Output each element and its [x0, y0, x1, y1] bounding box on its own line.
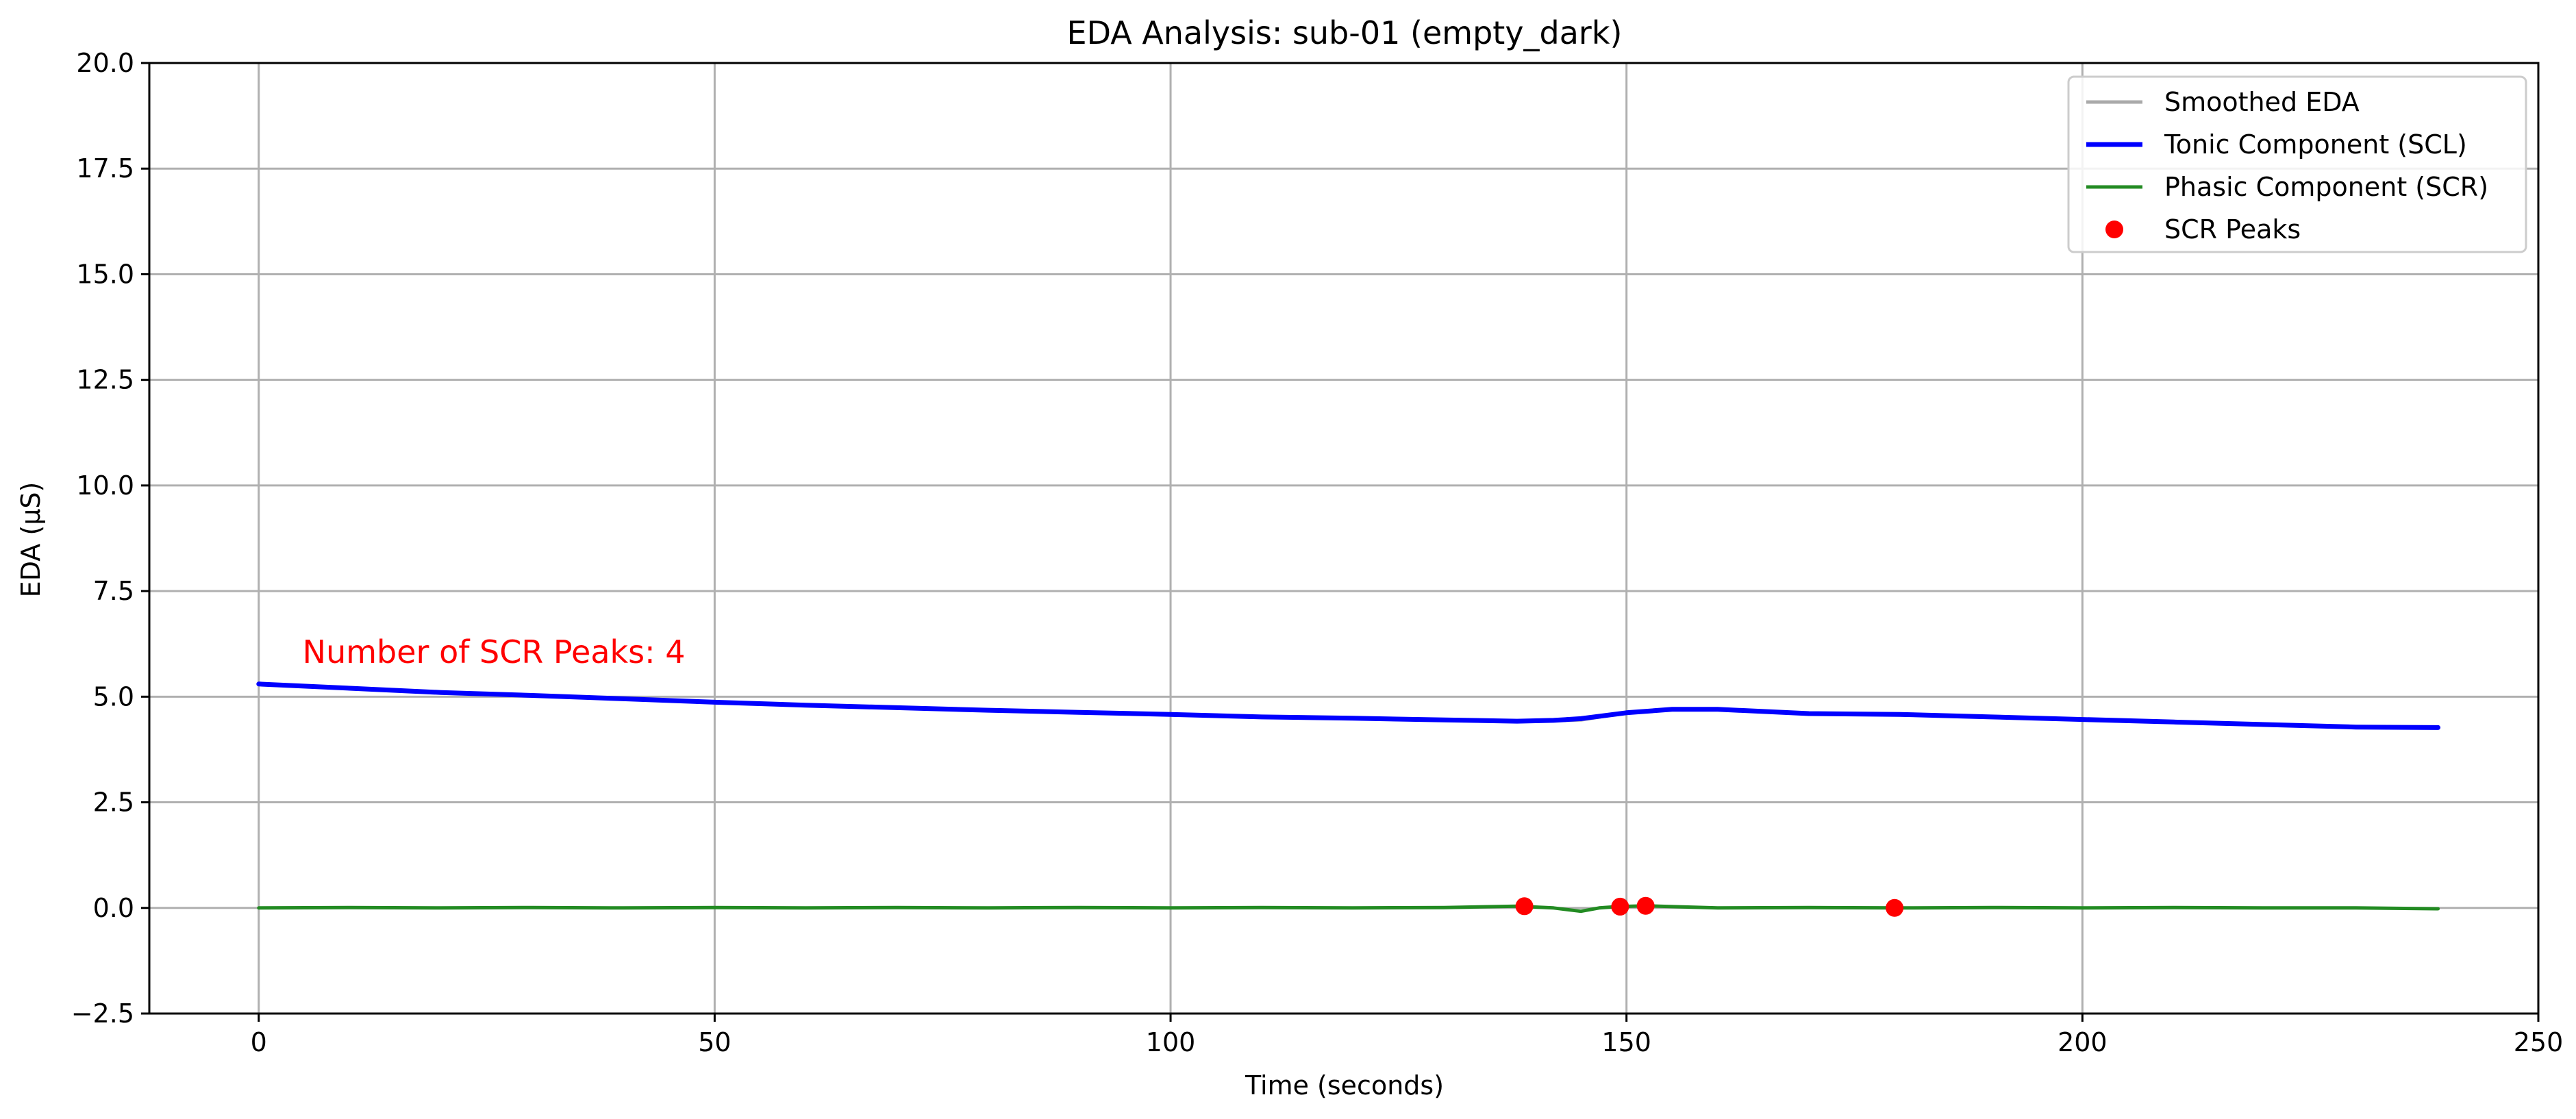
y-tick-label: 5.0 [93, 681, 134, 712]
y-tick-label: 15.0 [76, 259, 134, 289]
legend-label: Phasic Component (SCR) [2164, 172, 2488, 202]
x-tick-label: 0 [251, 1027, 267, 1057]
y-tick-label: 0.0 [93, 893, 134, 923]
y-tick-label: 10.0 [76, 470, 134, 501]
legend-item-scr-peaks: SCR Peaks [2105, 214, 2301, 244]
y-tick-label: 12.5 [76, 365, 134, 395]
legend-label: SCR Peaks [2164, 214, 2301, 244]
y-tick-label: 17.5 [76, 153, 134, 184]
y-tick-label: −2.5 [71, 998, 134, 1029]
chart-title: EDA Analysis: sub-01 (empty_dark) [1067, 14, 1623, 51]
legend-label: Smoothed EDA [2164, 87, 2360, 117]
legend-label: Tonic Component (SCL) [2164, 129, 2467, 160]
legend-item-phasic: Phasic Component (SCR) [2086, 172, 2488, 202]
scr-peak-marker [1611, 897, 1629, 916]
tonic-component-line [256, 681, 2441, 730]
legend: Smoothed EDA Tonic Component (SCL) Phasic … [2067, 75, 2527, 253]
y-axis-title: EDA (µS) [16, 482, 46, 598]
axes: 0 50 100 150 200 250 −2.5 0.0 2.5 5.0 7.5 10.0 12.5 1… [71, 48, 2564, 1057]
legend-item-tonic: Tonic Component (SCL) [2086, 129, 2467, 160]
x-tick-label: 200 [2058, 1027, 2108, 1057]
x-tick-label: 250 [2514, 1027, 2564, 1057]
x-tick-label: 150 [1601, 1027, 1651, 1057]
scr-peak-marker [1515, 897, 1534, 916]
x-axis-title: Time (seconds) [1245, 1070, 1444, 1101]
plot-frame [148, 62, 2540, 1015]
y-tick-label: 2.5 [93, 788, 134, 818]
x-tick-label: 50 [698, 1027, 731, 1057]
scr-peaks [1515, 896, 1904, 917]
scr-peak-count-annotation: Number of SCR Peaks: 4 [303, 633, 686, 670]
y-tick-label: 20.0 [76, 48, 134, 78]
scr-peak-marker [1636, 896, 1655, 915]
scr-peak-marker [1886, 898, 1904, 917]
legend-item-smoothed-eda: Smoothed EDA [2086, 87, 2360, 117]
y-tick-label: 7.5 [93, 576, 134, 606]
legend-swatch [2105, 221, 2123, 238]
legend-box [2067, 75, 2527, 253]
x-tick-label: 100 [1146, 1027, 1196, 1057]
